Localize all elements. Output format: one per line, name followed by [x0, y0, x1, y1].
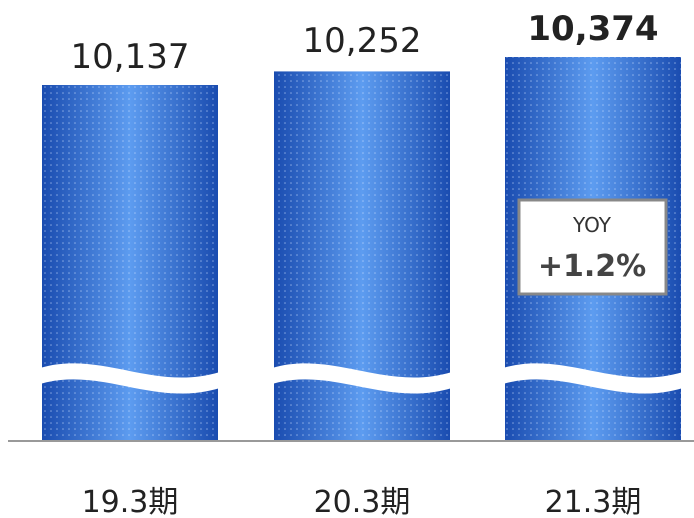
- value-label-20-3: 10,252: [303, 21, 422, 61]
- category-label-21-3: 21.3期: [545, 485, 642, 518]
- yoy-value: +1.2%: [538, 249, 646, 284]
- value-label-19-3: 10,137: [71, 37, 190, 77]
- category-label-20-3: 20.3期: [314, 485, 411, 518]
- axis-break-19-3: [40, 363, 220, 394]
- axis-break-21-3: [503, 363, 683, 394]
- value-label-21-3: 10,374: [527, 9, 658, 49]
- category-label-19-3: 19.3期: [82, 485, 179, 518]
- yoy-label: YOY: [572, 213, 612, 237]
- axis-break-20-3: [272, 363, 452, 394]
- yoy-annotation-box: YOY +1.2%: [517, 198, 668, 296]
